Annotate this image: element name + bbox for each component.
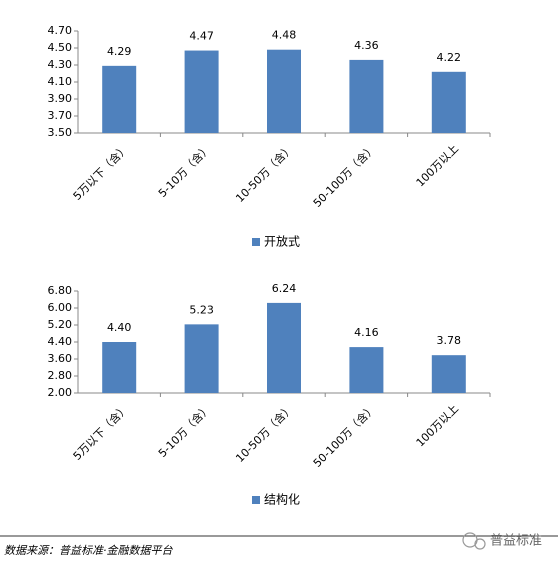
y-tick-label: 4.50 bbox=[48, 41, 73, 54]
watermark: 普益标准 bbox=[490, 534, 542, 549]
x-tick-label: 5万以下（含） bbox=[70, 401, 132, 463]
data-label: 4.29 bbox=[107, 45, 132, 58]
x-tick-label: 5-10万（含） bbox=[155, 141, 214, 200]
data-label: 4.47 bbox=[189, 30, 214, 43]
watermark-icon bbox=[462, 532, 486, 550]
data-label: 6.24 bbox=[272, 282, 297, 295]
legend-swatch bbox=[252, 496, 260, 504]
data-label: 5.23 bbox=[189, 303, 214, 316]
x-tick-label: 5-10万（含） bbox=[155, 401, 214, 460]
x-tick-label: 100万以上 bbox=[414, 402, 461, 449]
data-label: 4.16 bbox=[354, 326, 379, 339]
data-label: 4.48 bbox=[272, 29, 297, 42]
y-tick-label: 3.50 bbox=[48, 126, 73, 139]
y-tick-label: 3.90 bbox=[48, 92, 73, 105]
data-label: 4.36 bbox=[354, 39, 379, 52]
bar bbox=[349, 347, 384, 393]
data-label: 4.40 bbox=[107, 321, 132, 334]
bar bbox=[267, 302, 301, 393]
y-tick-label: 2.00 bbox=[48, 386, 73, 399]
y-tick-label: 6.00 bbox=[48, 301, 73, 314]
bar bbox=[431, 355, 466, 393]
y-tick-label: 5.20 bbox=[48, 318, 73, 331]
y-tick-label: 3.70 bbox=[48, 109, 73, 122]
legend-label: 结构化 bbox=[264, 492, 300, 507]
data-label: 4.22 bbox=[437, 51, 462, 64]
legend-label: 开放式 bbox=[264, 234, 300, 249]
legend-swatch bbox=[252, 238, 260, 246]
bar bbox=[267, 49, 301, 134]
bar bbox=[431, 71, 466, 133]
bar bbox=[184, 324, 219, 393]
x-tick-label: 10-50万（含） bbox=[233, 401, 297, 465]
y-tick-label: 2.80 bbox=[48, 369, 73, 382]
bar bbox=[184, 50, 219, 133]
y-tick-label: 6.80 bbox=[48, 284, 73, 297]
source-note: 数据来源：普益标准·金融数据平台 bbox=[4, 544, 173, 557]
x-tick-label: 100万以上 bbox=[414, 142, 461, 189]
x-tick-label: 50-100万（含） bbox=[310, 401, 379, 470]
y-tick-label: 4.40 bbox=[48, 335, 73, 348]
y-tick-label: 4.70 bbox=[48, 24, 73, 37]
data-label: 3.78 bbox=[437, 334, 462, 347]
x-tick-label: 50-100万（含） bbox=[310, 141, 379, 210]
y-tick-label: 3.60 bbox=[48, 352, 73, 365]
bar bbox=[102, 65, 137, 133]
x-tick-label: 5万以下（含） bbox=[70, 141, 132, 203]
bar bbox=[102, 342, 137, 393]
bar bbox=[349, 59, 384, 133]
y-tick-label: 4.10 bbox=[48, 75, 73, 88]
x-tick-label: 10-50万（含） bbox=[233, 141, 297, 205]
y-tick-label: 4.30 bbox=[48, 58, 73, 71]
